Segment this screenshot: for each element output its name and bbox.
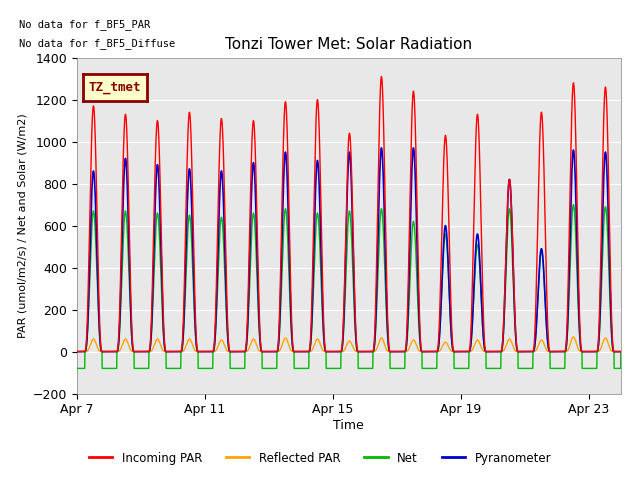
Incoming PAR bbox=[186, 114, 194, 120]
Pyranometer bbox=[617, 348, 625, 354]
Incoming PAR bbox=[378, 73, 385, 79]
Incoming PAR bbox=[122, 120, 130, 125]
Reflected PAR bbox=[159, 348, 167, 354]
Reflected PAR bbox=[73, 348, 81, 354]
Reflected PAR bbox=[570, 334, 577, 340]
Net bbox=[186, 216, 194, 221]
Net bbox=[159, 333, 167, 338]
Reflected PAR bbox=[122, 337, 130, 343]
Text: No data for f_BF5_PAR: No data for f_BF5_PAR bbox=[19, 19, 150, 30]
Line: Incoming PAR: Incoming PAR bbox=[77, 76, 621, 351]
Net bbox=[407, 251, 415, 256]
Reflected PAR bbox=[461, 348, 469, 354]
Reflected PAR bbox=[401, 348, 409, 354]
Pyranometer bbox=[461, 348, 469, 354]
Reflected PAR bbox=[617, 348, 625, 354]
Incoming PAR bbox=[73, 348, 81, 354]
Incoming PAR bbox=[461, 348, 469, 354]
Title: Tonzi Tower Met: Solar Radiation: Tonzi Tower Met: Solar Radiation bbox=[225, 37, 472, 52]
Legend: Incoming PAR, Reflected PAR, Net, Pyranometer: Incoming PAR, Reflected PAR, Net, Pyrano… bbox=[84, 447, 556, 469]
Text: TZ_tmet: TZ_tmet bbox=[89, 81, 141, 94]
Text: No data for f_BF5_Diffuse: No data for f_BF5_Diffuse bbox=[19, 38, 175, 49]
Pyranometer bbox=[122, 163, 130, 168]
X-axis label: Time: Time bbox=[333, 419, 364, 432]
Net bbox=[570, 202, 577, 207]
Reflected PAR bbox=[186, 336, 194, 342]
Line: Reflected PAR: Reflected PAR bbox=[77, 337, 621, 351]
Net bbox=[617, 348, 625, 354]
Y-axis label: PAR (umol/m2/s) / Net and Solar (W/m2): PAR (umol/m2/s) / Net and Solar (W/m2) bbox=[17, 113, 27, 338]
Pyranometer bbox=[410, 145, 417, 151]
Pyranometer bbox=[407, 195, 415, 201]
Net bbox=[73, 366, 81, 372]
Net bbox=[122, 214, 130, 219]
Line: Net: Net bbox=[77, 204, 621, 369]
Incoming PAR bbox=[617, 348, 625, 354]
Incoming PAR bbox=[159, 316, 167, 322]
Line: Pyranometer: Pyranometer bbox=[77, 148, 621, 351]
Net bbox=[461, 366, 469, 372]
Reflected PAR bbox=[407, 341, 415, 347]
Net bbox=[401, 348, 409, 354]
Incoming PAR bbox=[401, 348, 409, 354]
Pyranometer bbox=[401, 348, 409, 354]
Pyranometer bbox=[186, 170, 194, 176]
Incoming PAR bbox=[407, 143, 415, 149]
Pyranometer bbox=[159, 327, 167, 333]
Pyranometer bbox=[73, 348, 81, 354]
